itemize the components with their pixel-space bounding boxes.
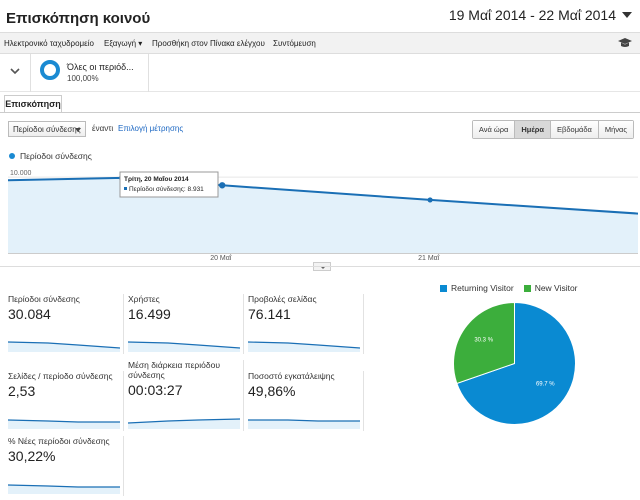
metric-label: Μέση διάρκεια περιόδου σύνδεσης [128,360,220,380]
metric-value: 00:03:27 [128,382,183,398]
legend-returning-visitor[interactable]: Returning Visitor [440,283,514,293]
metric-label: Σελίδες / περίοδο σύνδεσης [8,371,113,381]
metric-card-bounce-rate[interactable]: Ποσοστό εγκατάλειψης 49,86% [248,371,364,431]
add-to-dashboard-button[interactable]: Προσθήκη στον Πίνακα ελέγχου [152,39,265,48]
metric-card-sessions[interactable]: Περίοδοι σύνδεσης 30.084 [8,294,124,354]
legend-new-visitor[interactable]: New Visitor [523,283,578,293]
sparkline [8,341,120,352]
email-button[interactable]: Ηλεκτρονικό ταχυδρομείο [4,39,94,48]
metric-value: 16.499 [128,306,171,322]
hourly-button[interactable]: Ανά ώρα [472,121,516,138]
tooltip-text: Περίοδοι σύνδεσης: 8.931 [129,185,204,193]
divider [30,54,31,92]
tooltip-marker [124,187,127,190]
pie-slice-new-visitor[interactable] [453,301,515,385]
metric-value: 30.084 [8,306,51,322]
shortcut-button[interactable]: Συντόμευση [273,39,316,48]
tab-overview[interactable]: Επισκόπηση [4,95,62,113]
legend-swatch [440,284,447,292]
sparkline [248,341,360,352]
divider [0,266,640,267]
sparkline [128,418,240,429]
month-button[interactable]: Μήνας [598,121,633,138]
series-legend-marker [9,153,15,159]
education-icon[interactable] [618,37,632,49]
pie-slice-returning-visitor[interactable] [456,301,576,425]
chevron-down-icon [320,266,326,269]
sparkline [248,419,360,429]
divider [148,54,149,92]
chevron-down-icon [75,128,81,132]
pie-slice-label: 69.7 % [536,381,555,387]
visitor-type-pie-chart[interactable]: 69.7 % 30.3 % [452,301,577,426]
metric-value: 76.141 [248,306,291,322]
sparkline [128,341,240,352]
date-range-picker[interactable]: 19 Μαΐ 2014 - 22 Μαΐ 2014 [449,7,632,23]
chevron-down-icon[interactable] [8,64,22,78]
metric-label: % Νέες περίοδοι σύνδεσης [8,436,110,446]
metric-card-pageviews[interactable]: Προβολές σελίδας 76.141 [248,294,364,354]
legend-swatch [523,284,531,292]
legend-label: New Visitor [534,283,578,293]
x-tick-label: 21 Μαΐ [418,254,440,262]
sparkline [8,484,120,494]
tooltip-title: Τρίτη, 20 Μαΐου 2014 [124,175,189,183]
metric-label: Ποσοστό εγκατάλειψης [248,371,335,381]
legend-label: Returning Visitor [451,283,514,293]
pie-legend: Returning Visitor New Visitor [440,283,578,293]
week-button[interactable]: Εβδομάδα [551,121,599,138]
vs-label: έναντι [92,124,114,133]
page-title: Επισκόπηση κοινού [6,10,151,27]
tab-divider [0,112,640,113]
x-tick-label: 20 Μαΐ [210,254,232,262]
tooltip-box [119,171,219,198]
metric-label: Περίοδοι σύνδεσης [8,294,80,304]
metric-select-value: Περίοδοι σύνδεσης [13,125,81,134]
segment-bar: Όλες οι περιόδ... 100,00% [0,54,640,92]
metric-card-new-sessions[interactable]: % Νέες περίοδοι σύνδεσης 30,22% [8,436,124,496]
pie-slice-label: 30.3 % [474,338,493,344]
segment-percent: 100,00% [67,74,99,83]
series-area [8,177,638,253]
day-button[interactable]: Ημέρα [515,121,552,138]
metric-card-pages-per-session[interactable]: Σελίδες / περίοδο σύνδεσης 2,53 [8,371,124,431]
export-button[interactable]: Εξαγωγή ▾ [104,39,143,48]
segment-circle-icon [40,60,60,80]
series-legend-label: Περίοδοι σύνδεσης [20,151,92,161]
data-point[interactable] [427,197,433,203]
date-range-text: 19 Μαΐ 2014 - 22 Μαΐ 2014 [448,7,616,23]
segment-name[interactable]: Όλες οι περιόδ... [67,62,134,72]
chevron-down-icon [622,12,632,18]
x-axis [8,253,638,254]
sparkline [8,419,120,429]
y-tick-label: 10.000 [10,170,32,177]
data-point[interactable] [219,182,226,189]
choose-metric-link[interactable]: Επιλογή μέτρησης [118,124,184,133]
granularity-toggle: Ανά ώρα Ημέρα Εβδομάδα Μήνας [471,120,634,139]
metric-value: 2,53 [8,383,36,399]
metric-label: Προβολές σελίδας [248,294,317,304]
metric-value: 30,22% [8,448,56,464]
metric-label: Χρήστες [128,294,160,304]
metric-card-users[interactable]: Χρήστες 16.499 [128,294,244,354]
report-toolbar: Ηλεκτρονικό ταχυδρομείο Εξαγωγή ▾ Προσθή… [0,32,640,54]
metric-value: 49,86% [248,383,296,399]
metric-card-avg-session-duration[interactable]: Μέση διάρκεια περιόδου σύνδεσης 00:03:27 [128,360,244,431]
metric-select[interactable]: Περίοδοι σύνδεσης [8,121,86,137]
